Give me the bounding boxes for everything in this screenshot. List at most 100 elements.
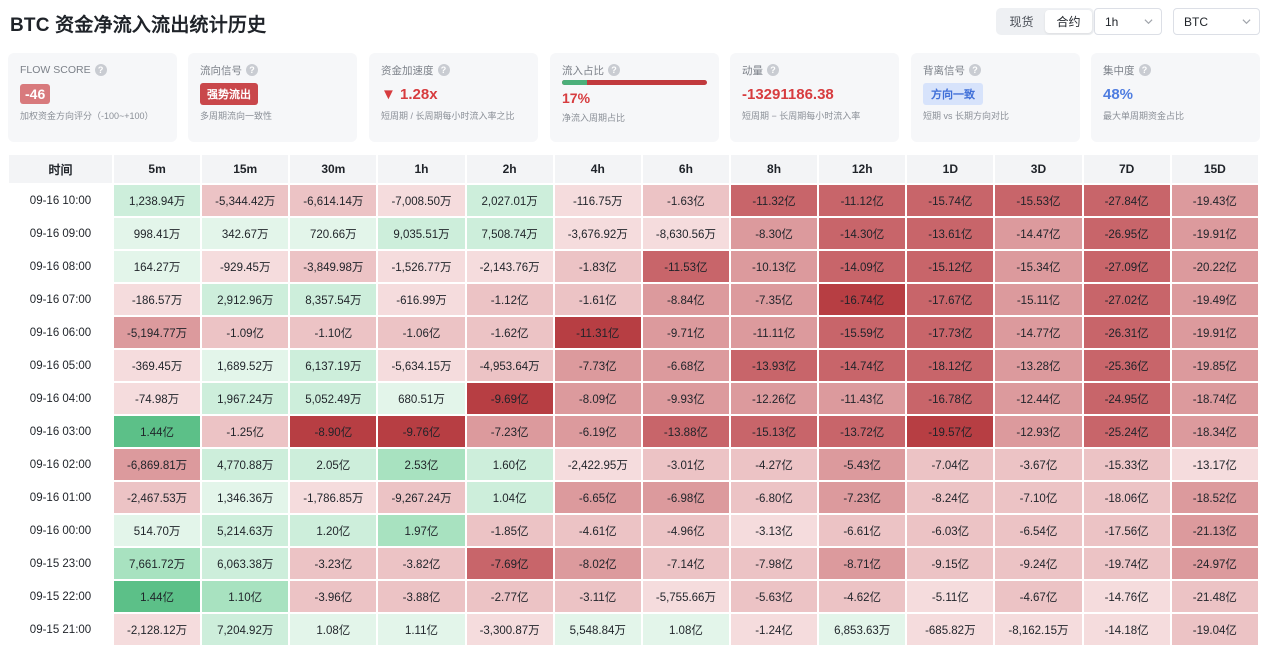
flow-cell[interactable]: -3.01亿 — [642, 449, 729, 480]
flow-cell[interactable]: -7.23亿 — [819, 482, 906, 513]
flow-cell[interactable]: -3.82亿 — [378, 548, 465, 579]
flow-cell[interactable]: -24.95亿 — [1083, 383, 1170, 414]
flow-cell[interactable]: -9.71亿 — [642, 317, 729, 348]
flow-cell[interactable]: -19.91亿 — [1171, 218, 1258, 249]
flow-cell[interactable]: -14.76亿 — [1083, 581, 1170, 612]
flow-cell[interactable]: 1.08亿 — [642, 614, 729, 645]
flow-cell[interactable]: -369.45万 — [114, 350, 201, 381]
flow-cell[interactable]: -6.03亿 — [907, 515, 994, 546]
flow-cell[interactable]: 1,967.24万 — [202, 383, 289, 414]
flow-cell[interactable]: -3.67亿 — [995, 449, 1082, 480]
flow-cell[interactable]: -6.65亿 — [554, 482, 641, 513]
flow-cell[interactable]: -4,953.64万 — [466, 350, 553, 381]
flow-cell[interactable]: -3.96亿 — [290, 581, 377, 612]
flow-cell[interactable]: -4.61亿 — [554, 515, 641, 546]
flow-cell[interactable]: -5,194.77万 — [114, 317, 201, 348]
flow-cell[interactable]: -186.57万 — [114, 284, 201, 315]
flow-cell[interactable]: -13.88亿 — [642, 416, 729, 447]
flow-cell[interactable]: -9.69亿 — [466, 383, 553, 414]
flow-cell[interactable]: 1.44亿 — [114, 416, 201, 447]
flow-cell[interactable]: 1,689.52万 — [202, 350, 289, 381]
flow-cell[interactable]: -19.91亿 — [1171, 317, 1258, 348]
flow-cell[interactable]: -16.74亿 — [819, 284, 906, 315]
help-icon[interactable]: ? — [767, 64, 779, 76]
flow-cell[interactable]: 1.60亿 — [466, 449, 553, 480]
flow-cell[interactable]: -8,162.15万 — [995, 614, 1082, 645]
flow-cell[interactable]: -8.02亿 — [554, 548, 641, 579]
flow-cell[interactable]: 7,661.72万 — [114, 548, 201, 579]
flow-cell[interactable]: -116.75万 — [554, 185, 641, 216]
flow-cell[interactable]: -13.28亿 — [995, 350, 1082, 381]
flow-cell[interactable]: -3,849.98万 — [290, 251, 377, 282]
flow-cell[interactable]: -10.13亿 — [730, 251, 818, 282]
flow-cell[interactable]: -2,128.12万 — [114, 614, 201, 645]
flow-cell[interactable]: -15.11亿 — [995, 284, 1082, 315]
help-icon[interactable]: ? — [437, 64, 450, 76]
flow-cell[interactable]: -24.97亿 — [1171, 548, 1258, 579]
flow-cell[interactable]: 7,508.74万 — [466, 218, 553, 249]
flow-cell[interactable]: -929.45万 — [202, 251, 289, 282]
flow-cell[interactable]: 342.67万 — [202, 218, 289, 249]
flow-cell[interactable]: -11.12亿 — [819, 185, 906, 216]
flow-cell[interactable]: -14.77亿 — [995, 317, 1082, 348]
flow-cell[interactable]: -11.31亿 — [554, 317, 641, 348]
help-icon[interactable]: ? — [969, 64, 981, 76]
flow-cell[interactable]: -7,008.50万 — [378, 185, 465, 216]
flow-cell[interactable]: 6,063.38万 — [202, 548, 289, 579]
flow-cell[interactable]: 720.66万 — [290, 218, 377, 249]
flow-cell[interactable]: -15.12亿 — [907, 251, 994, 282]
flow-cell[interactable]: -19.85亿 — [1171, 350, 1258, 381]
flow-cell[interactable]: -8.90亿 — [290, 416, 377, 447]
flow-cell[interactable]: -6.68亿 — [642, 350, 729, 381]
flow-cell[interactable]: -13.93亿 — [730, 350, 818, 381]
flow-cell[interactable]: 1.04亿 — [466, 482, 553, 513]
flow-cell[interactable]: 7,204.92万 — [202, 614, 289, 645]
flow-cell[interactable]: -18.06亿 — [1083, 482, 1170, 513]
flow-cell[interactable]: -3.13亿 — [730, 515, 818, 546]
flow-cell[interactable]: -11.53亿 — [642, 251, 729, 282]
flow-cell[interactable]: -5.63亿 — [730, 581, 818, 612]
flow-cell[interactable]: -13.17亿 — [1171, 449, 1258, 480]
flow-cell[interactable]: -27.02亿 — [1083, 284, 1170, 315]
flow-cell[interactable]: -5,755.66万 — [642, 581, 729, 612]
flow-cell[interactable]: 8,357.54万 — [290, 284, 377, 315]
flow-cell[interactable]: 1.97亿 — [378, 515, 465, 546]
flow-cell[interactable]: -19.74亿 — [1083, 548, 1170, 579]
flow-cell[interactable]: -5,344.42万 — [202, 185, 289, 216]
flow-cell[interactable]: -13.61亿 — [907, 218, 994, 249]
flow-cell[interactable]: -25.36亿 — [1083, 350, 1170, 381]
flow-cell[interactable]: 1.44亿 — [114, 581, 201, 612]
flow-cell[interactable]: -8.71亿 — [819, 548, 906, 579]
flow-cell[interactable]: -11.32亿 — [730, 185, 818, 216]
flow-cell[interactable]: -26.95亿 — [1083, 218, 1170, 249]
flow-cell[interactable]: -17.56亿 — [1083, 515, 1170, 546]
flow-cell[interactable]: 1.08亿 — [290, 614, 377, 645]
flow-cell[interactable]: -15.34亿 — [995, 251, 1082, 282]
flow-cell[interactable]: 2,912.96万 — [202, 284, 289, 315]
flow-cell[interactable]: 680.51万 — [378, 383, 465, 414]
flow-cell[interactable]: -2,143.76万 — [466, 251, 553, 282]
flow-cell[interactable]: -20.22亿 — [1171, 251, 1258, 282]
flow-cell[interactable]: -14.30亿 — [819, 218, 906, 249]
flow-cell[interactable]: -19.57亿 — [907, 416, 994, 447]
flow-cell[interactable]: -15.53亿 — [995, 185, 1082, 216]
flow-cell[interactable]: 998.41万 — [114, 218, 201, 249]
flow-cell[interactable]: -3.11亿 — [554, 581, 641, 612]
interval-select[interactable]: 1h — [1094, 8, 1162, 35]
flow-cell[interactable]: -5.11亿 — [907, 581, 994, 612]
flow-cell[interactable]: -1.06亿 — [378, 317, 465, 348]
symbol-select[interactable]: BTC — [1173, 8, 1260, 35]
flow-cell[interactable]: 1.11亿 — [378, 614, 465, 645]
flow-cell[interactable]: -74.98万 — [114, 383, 201, 414]
flow-cell[interactable]: -6,869.81万 — [114, 449, 201, 480]
flow-cell[interactable]: -11.11亿 — [730, 317, 818, 348]
flow-cell[interactable]: -12.26亿 — [730, 383, 818, 414]
flow-cell[interactable]: -12.93亿 — [995, 416, 1082, 447]
flow-cell[interactable]: -19.04亿 — [1171, 614, 1258, 645]
flow-cell[interactable]: -5,634.15万 — [378, 350, 465, 381]
flow-cell[interactable]: -7.98亿 — [730, 548, 818, 579]
flow-cell[interactable]: -17.67亿 — [907, 284, 994, 315]
flow-cell[interactable]: -9.15亿 — [907, 548, 994, 579]
flow-cell[interactable]: -1,786.85万 — [290, 482, 377, 513]
help-icon[interactable]: ? — [246, 64, 258, 76]
